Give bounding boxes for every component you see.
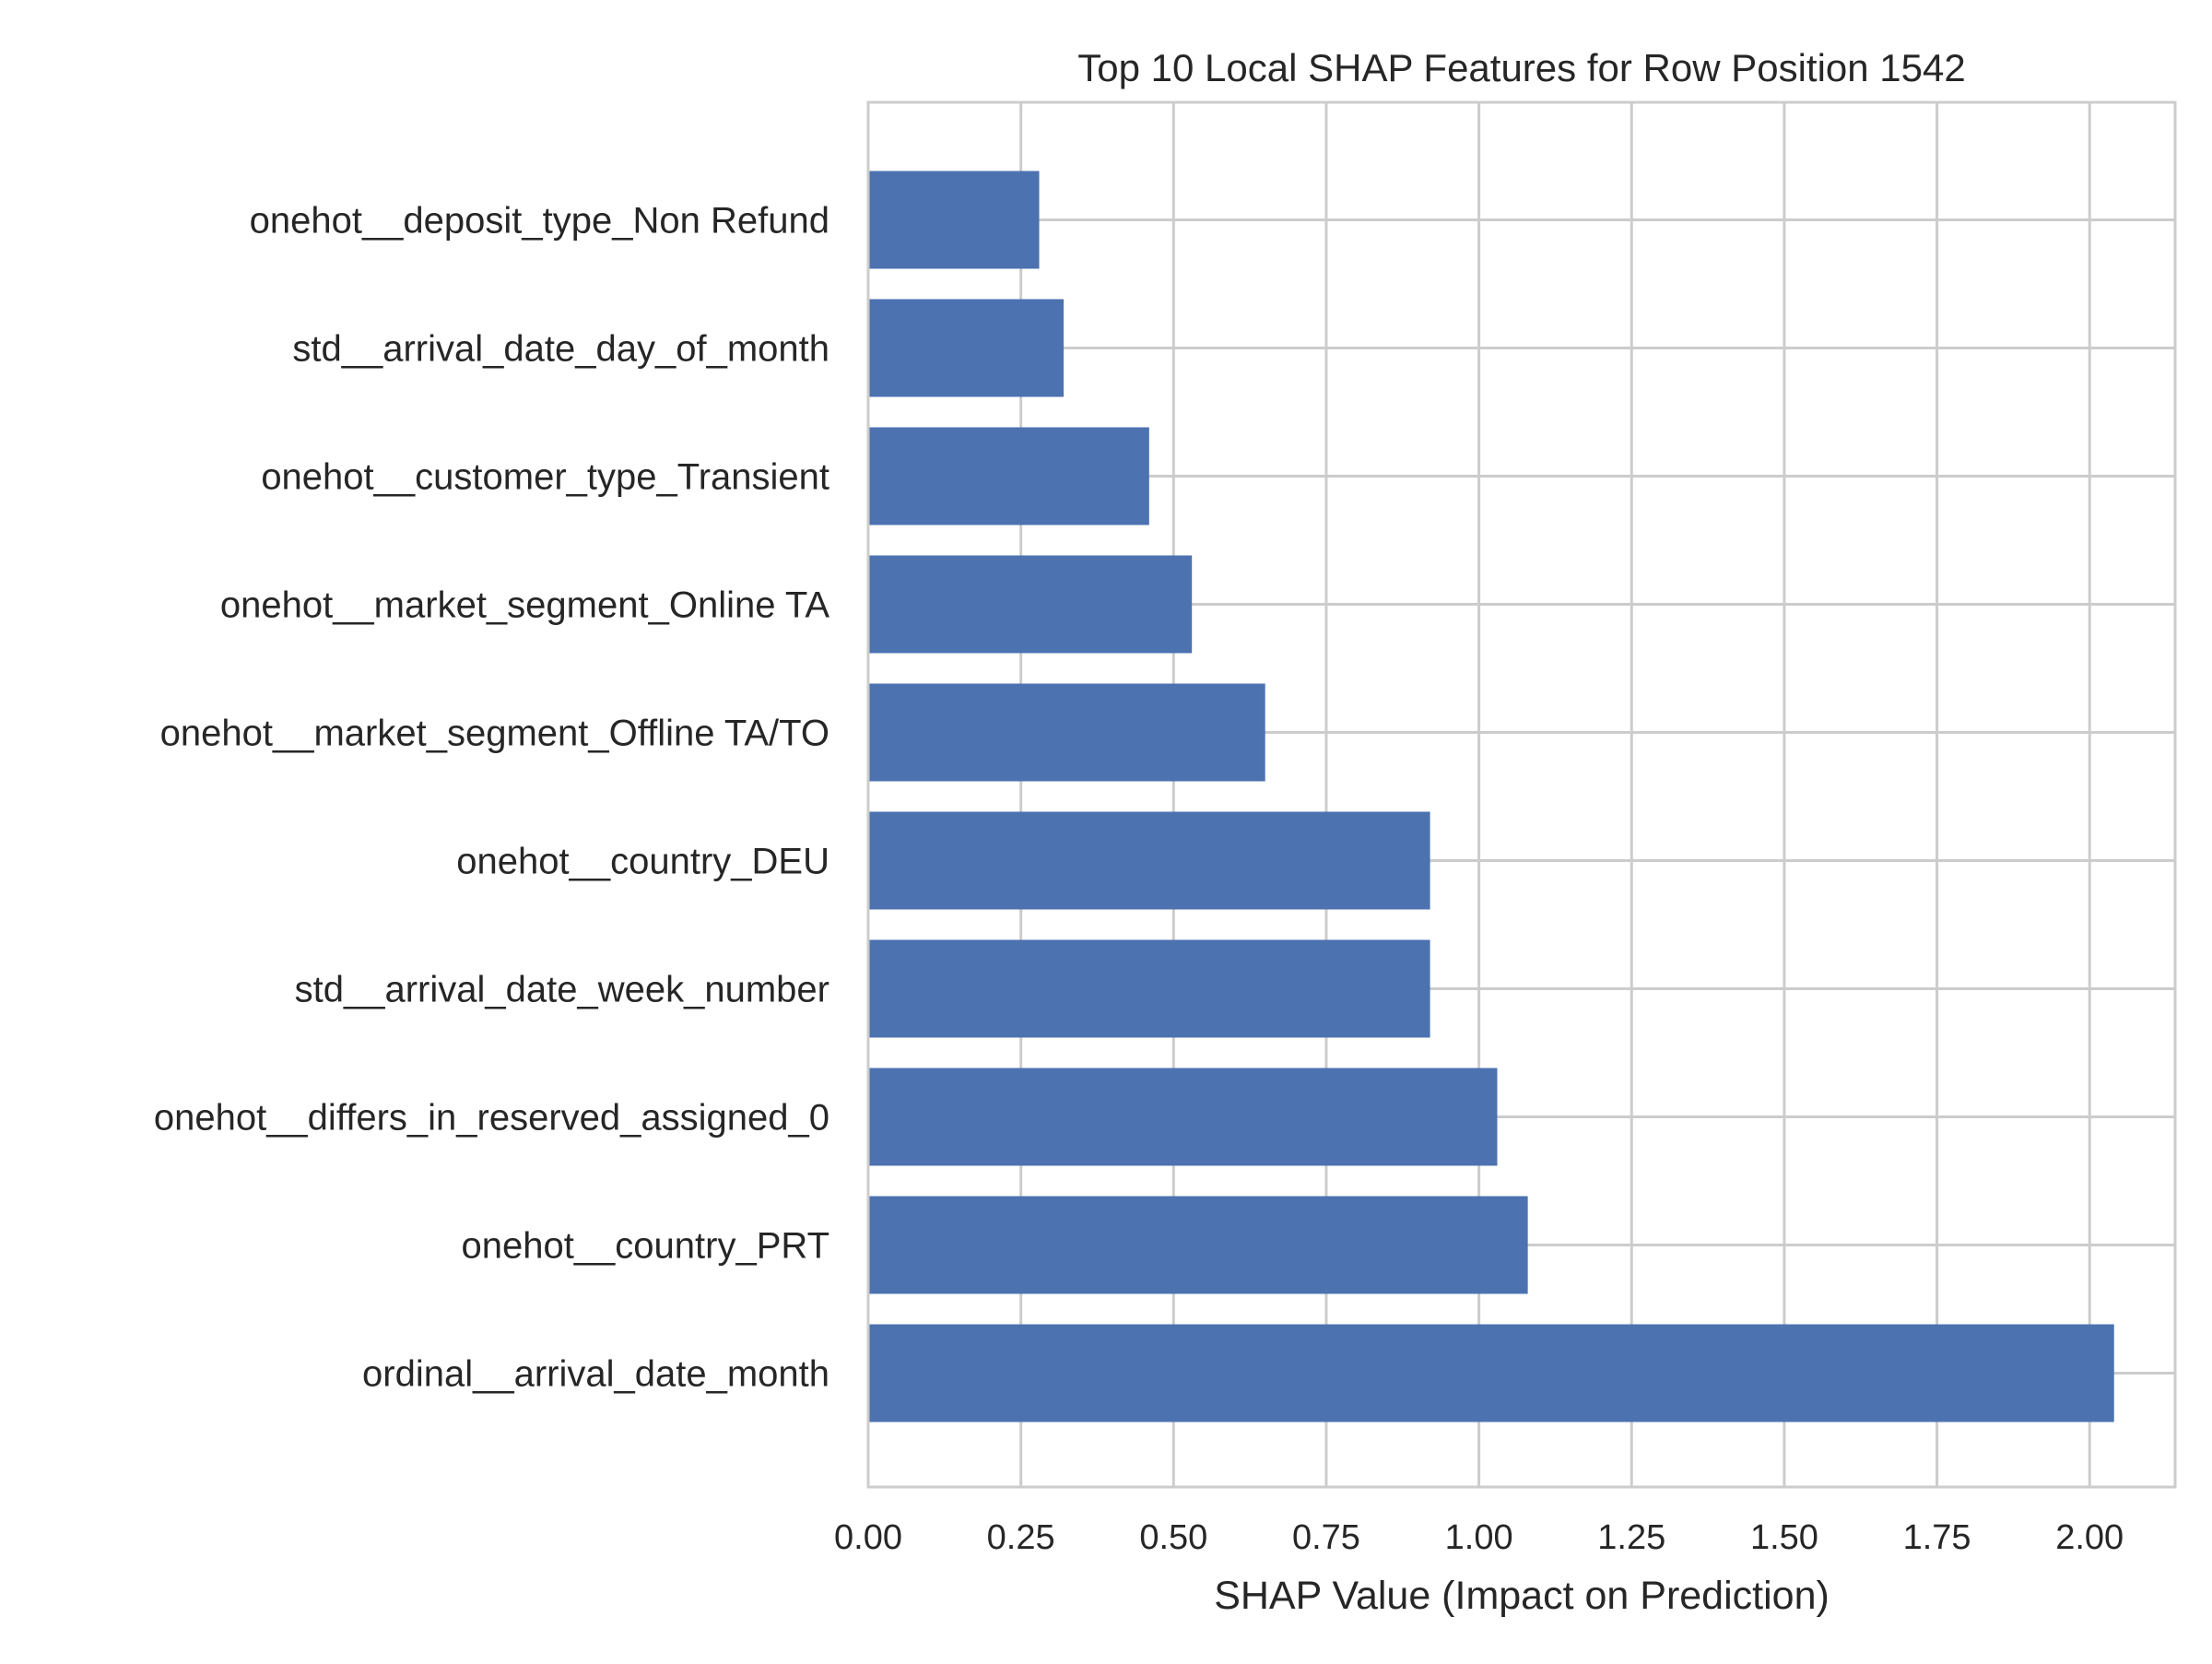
x-tick-label: 1.75 — [1903, 1518, 1971, 1557]
bar — [868, 1324, 2114, 1422]
x-tick-label: 1.00 — [1445, 1518, 1513, 1557]
chart-title: Top 10 Local SHAP Features for Row Posit… — [1077, 46, 1965, 89]
bars — [868, 171, 2114, 1422]
y-tick-label: onehot__customer_type_Transient — [261, 457, 830, 498]
y-tick-label: onehot__market_segment_Online TA — [220, 585, 830, 626]
bar — [868, 811, 1430, 910]
x-tick-label: 2.00 — [2055, 1518, 2124, 1557]
bar — [868, 171, 1040, 269]
bar — [868, 1196, 1528, 1294]
bar — [868, 555, 1193, 654]
y-tick-label: onehot__country_DEU — [456, 842, 830, 882]
x-tick-label: 1.50 — [1750, 1518, 1818, 1557]
bar — [868, 427, 1149, 525]
plot-area-frame — [866, 100, 2177, 1489]
y-tick-label: ordinal__arrival_date_month — [362, 1354, 830, 1395]
x-tick-label: 0.25 — [987, 1518, 1055, 1557]
bar — [868, 939, 1430, 1038]
x-tick-label: 0.50 — [1139, 1518, 1207, 1557]
y-tick-label: std__arrival_date_week_number — [295, 970, 830, 1010]
x-tick-label: 0.00 — [834, 1518, 902, 1557]
y-tick-label: onehot__market_segment_Offline TA/TO — [160, 714, 830, 754]
y-tick-label: onehot__country_PRT — [461, 1226, 830, 1267]
bar — [868, 1068, 1498, 1166]
y-tick-label: std__arrival_date_day_of_month — [292, 329, 830, 370]
x-tick-label: 0.75 — [1292, 1518, 1360, 1557]
bar — [868, 683, 1265, 782]
y-tick-labels: onehot__deposit_type_Non Refund std__arri… — [154, 201, 830, 1395]
x-axis-label: SHAP Value (Impact on Prediction) — [1214, 1574, 1830, 1618]
bar — [868, 299, 1065, 397]
y-tick-label: onehot__differs_in_reserved_assigned_0 — [154, 1098, 830, 1139]
x-tick-labels: 0.00 0.25 0.50 0.75 1.00 1.25 1.50 1.75 2.00 — [834, 1518, 2124, 1557]
y-tick-label: onehot__deposit_type_Non Refund — [250, 201, 830, 242]
x-tick-label: 1.25 — [1597, 1518, 1665, 1557]
